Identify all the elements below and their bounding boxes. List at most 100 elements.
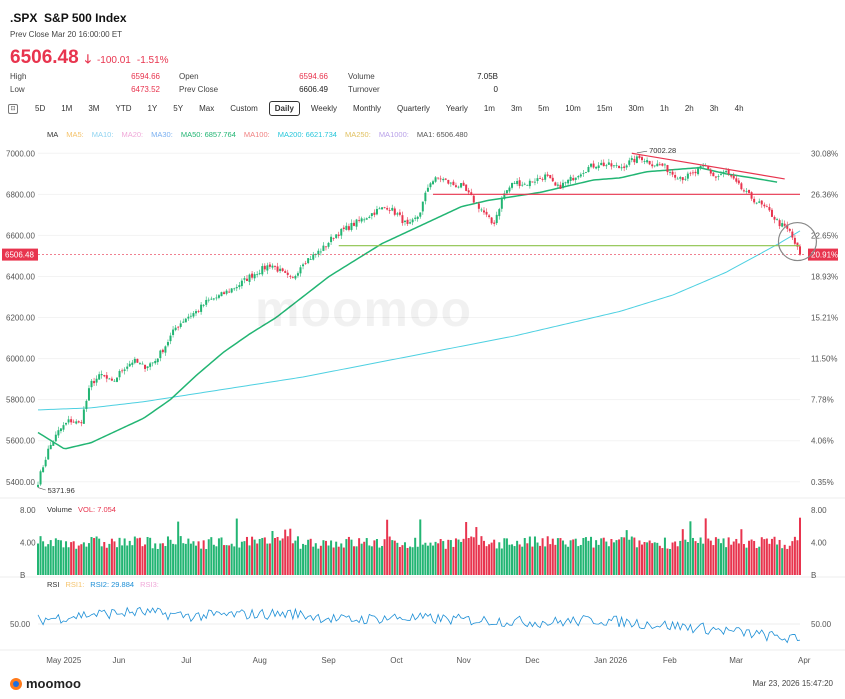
volume-bar: [763, 539, 766, 575]
volume-bar: [600, 538, 603, 575]
tab-30m[interactable]: 30m: [628, 104, 644, 113]
volume-bar: [579, 544, 582, 575]
volume-bar: [518, 544, 521, 575]
volume-bar: [748, 540, 751, 575]
candle-body: [444, 178, 447, 180]
volume-bar: [375, 538, 378, 575]
ma-legend-item: MA20:: [121, 130, 144, 139]
candle-body: [533, 181, 536, 183]
candle-body: [676, 178, 679, 180]
tab-monthly[interactable]: Monthly: [352, 104, 381, 113]
tab-10m[interactable]: 10m: [565, 104, 581, 113]
volume-bar: [618, 539, 621, 575]
volume-bar: [569, 540, 572, 575]
candle-body: [388, 210, 391, 211]
tab-5d[interactable]: 5D: [35, 104, 46, 113]
volume-bar: [500, 548, 503, 575]
candle-body: [274, 265, 277, 267]
tab-ytd[interactable]: YTD: [115, 104, 132, 113]
tab-custom[interactable]: Custom: [230, 104, 258, 113]
tab-5y[interactable]: 5Y: [173, 104, 184, 113]
tab-3m[interactable]: 3m: [510, 104, 523, 113]
candle-body: [426, 187, 429, 192]
volume-bar: [612, 542, 615, 575]
candle-body: [302, 264, 305, 267]
volume-bar: [317, 548, 320, 575]
chart-settings-icon[interactable]: ⊡: [8, 103, 18, 114]
candle-body: [439, 178, 442, 180]
tab-2h[interactable]: 2h: [684, 104, 694, 113]
tab-3h[interactable]: 3h: [709, 104, 719, 113]
candle-body: [758, 201, 761, 203]
candle-body: [709, 169, 712, 174]
candle-body: [470, 192, 473, 196]
tab-15m[interactable]: 15m: [596, 104, 613, 113]
volume-bar: [742, 544, 745, 575]
candle-body: [70, 419, 73, 423]
candle-body: [556, 184, 559, 186]
volume-bar: [503, 538, 506, 575]
candle-body: [419, 212, 422, 217]
candle-body: [100, 374, 103, 376]
candle-body: [646, 160, 649, 163]
volume-legend-title[interactable]: Volume: [47, 505, 73, 514]
tab-4h[interactable]: 4h: [734, 104, 744, 113]
candle-body: [735, 178, 738, 182]
footer-logo: moomoo: [10, 676, 81, 691]
tab-3m[interactable]: 3M: [88, 104, 100, 113]
symbol: .SPX: [10, 11, 38, 25]
price-change-pct: -1.51%: [136, 55, 169, 66]
ma-legend-title[interactable]: MA: [47, 130, 59, 139]
candle-body: [623, 166, 626, 168]
tab-max[interactable]: Max: [199, 104, 215, 113]
volume-bar: [126, 545, 129, 575]
candle-body: [765, 206, 768, 208]
candle-body: [230, 288, 233, 293]
volume-bar: [340, 543, 343, 575]
volume-bar: [554, 544, 557, 575]
volume-bar: [393, 540, 396, 575]
candle-body: [169, 335, 172, 342]
pct-tick-label: 18.93%: [811, 272, 838, 281]
volume-bar: [590, 536, 593, 575]
volume-bar: [383, 539, 386, 575]
volume-bar: [674, 541, 677, 575]
volume-bar: [233, 546, 236, 575]
tab-1h[interactable]: 1h: [659, 104, 669, 113]
rsi-legend-item: RSI3:: [140, 580, 159, 589]
volume-bar: [90, 537, 93, 575]
candle-body: [391, 207, 394, 211]
tab-quarterly[interactable]: Quarterly: [397, 104, 430, 113]
candle-body: [778, 220, 781, 227]
candle-body: [760, 200, 763, 205]
candle-body: [449, 182, 452, 184]
volume-tick-label-right: 8.00: [811, 506, 827, 515]
candle-body: [299, 267, 302, 274]
volume-bar: [712, 545, 715, 575]
candle-body: [347, 226, 350, 230]
candle-body: [82, 409, 85, 424]
tab-1m[interactable]: 1m: [483, 104, 495, 113]
volume-bar: [635, 547, 638, 575]
rsi-legend-title[interactable]: RSI: [47, 580, 60, 589]
tab-yearly[interactable]: Yearly: [445, 104, 468, 113]
tab-daily[interactable]: Daily: [268, 101, 300, 116]
volume-bar: [381, 545, 384, 575]
candle-body: [653, 165, 656, 167]
tab-5m[interactable]: 5m: [538, 104, 550, 113]
candle-body: [77, 421, 80, 423]
volume-bar: [177, 521, 180, 575]
tab-1y[interactable]: 1Y: [147, 104, 158, 113]
tab-weekly[interactable]: Weekly: [310, 104, 337, 113]
volume-bar: [725, 547, 728, 575]
volume-bar: [572, 539, 575, 575]
volume-bar: [378, 547, 381, 575]
volume-bar: [416, 546, 419, 575]
tab-1m[interactable]: 1M: [61, 104, 73, 113]
candle-body: [312, 254, 315, 260]
pct-tick-label: 15.21%: [811, 314, 838, 323]
volume-bar: [67, 547, 70, 575]
volume-bar: [87, 543, 90, 575]
price-tick-label: 6200.00: [6, 314, 35, 323]
